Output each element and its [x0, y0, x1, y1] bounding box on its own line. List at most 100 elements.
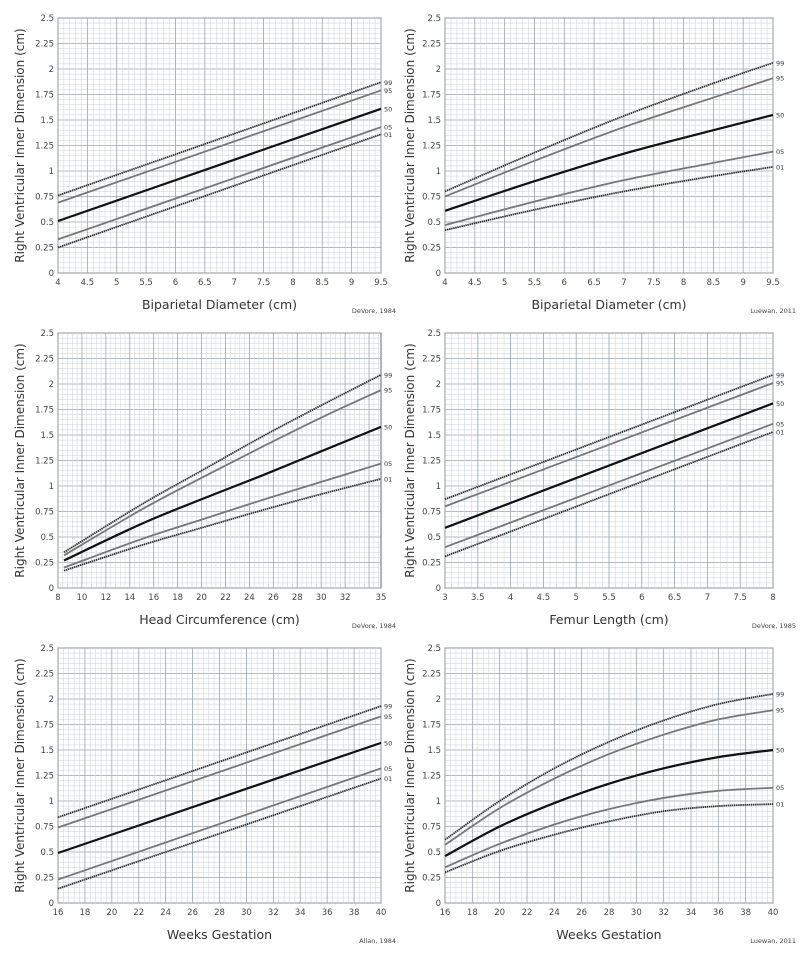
series-line-p05 — [63, 462, 382, 569]
y-tick-label: 2.25 — [35, 40, 54, 50]
y-tick-label: 0.5 — [427, 218, 441, 228]
x-tick-label: 3 — [442, 593, 447, 603]
series-label-p01: 01 — [384, 775, 392, 783]
series-label-p50: 50 — [384, 739, 392, 747]
y-tick-label: 0.5 — [40, 218, 54, 228]
x-tick-label: 8 — [55, 593, 60, 603]
y-tick-label: 0.75 — [35, 823, 54, 833]
series-label-p50: 50 — [776, 747, 784, 755]
x-tick-label: 32 — [340, 593, 351, 603]
y-tick-label: 1 — [436, 797, 441, 807]
y-tick-label: 2 — [49, 380, 54, 390]
chart-panel-fl-devore: 0 0.25 0.5 0.75 1 1.25 1.5 1.75 2 2.25 2.5 3 3.5 4 4.5… — [400, 315, 800, 633]
series-line-p99 — [57, 705, 382, 819]
y-tick-label: 0.75 — [35, 508, 54, 518]
x-tick-label: 24 — [160, 908, 171, 918]
y-tick-label: 0.5 — [427, 848, 441, 858]
x-axis-label: Weeks Gestation — [167, 927, 272, 942]
y-axis-label: Right Ventricular Inner Dimension (cm) — [403, 28, 417, 262]
x-tick-label: 5.5 — [139, 278, 153, 288]
chart-svg: 0 0.25 0.5 0.75 1 1.25 1.5 1.75 2 2.25 2.5 16 18 20 22… — [13, 644, 396, 945]
y-tick-label: 0 — [49, 899, 54, 909]
x-tick-label: 28 — [604, 908, 615, 918]
y-tick-label: 0.25 — [35, 559, 54, 569]
series-label-p95: 95 — [776, 707, 784, 715]
y-tick-label: 0 — [49, 584, 54, 594]
source-citation: Allan, 1984 — [359, 937, 396, 945]
series-line-p99 — [444, 373, 774, 501]
y-tick-label: 2.25 — [422, 355, 441, 365]
y-tick-label: 0 — [49, 269, 54, 279]
chart-panel-bpd-devore: 0 0.25 0.5 0.75 1 1.25 1.5 1.75 2 2.25 2.5 4 4.5 5 5.5… — [0, 0, 400, 318]
source-citation: Luewan, 2011 — [750, 307, 796, 315]
y-tick-label: 1.5 — [40, 431, 54, 441]
series-label-p01: 01 — [776, 801, 784, 809]
x-tick-label: 24 — [549, 908, 560, 918]
series-label-p50: 50 — [384, 105, 392, 113]
y-axis-label: Right Ventricular Inner Dimension (cm) — [403, 343, 417, 577]
series-line-p01 — [63, 477, 382, 572]
series-line-p95 — [57, 89, 382, 204]
source-citation: DeVore, 1984 — [352, 307, 396, 315]
x-tick-label: 16 — [148, 593, 159, 603]
y-tick-label: 0 — [436, 899, 441, 909]
series-label-p99: 99 — [776, 690, 784, 698]
y-tick-label: 0.5 — [40, 533, 54, 543]
x-tick-label: 9.5 — [374, 278, 388, 288]
y-tick-label: 1.5 — [427, 746, 441, 756]
y-tick-label: 1.25 — [422, 772, 441, 782]
series-line-p50 — [444, 748, 774, 858]
series-label-p01: 01 — [384, 131, 392, 139]
x-tick-label: 4.5 — [468, 278, 482, 288]
series-label-p99: 99 — [776, 59, 784, 67]
x-tick-label: 4.5 — [537, 593, 551, 603]
series-line-p99 — [444, 62, 774, 193]
series-line-p01 — [444, 803, 774, 874]
y-tick-label: 0.5 — [40, 848, 54, 858]
y-tick-label: 1.5 — [427, 116, 441, 126]
source-citation: Luewan, 2011 — [750, 937, 796, 945]
series-label-p95: 95 — [776, 379, 784, 387]
x-tick-label: 16 — [440, 908, 451, 918]
series-line-p50 — [63, 425, 382, 562]
x-tick-label: 7 — [621, 278, 626, 288]
y-tick-label: 1.75 — [422, 721, 441, 731]
x-tick-label: 4.5 — [81, 278, 95, 288]
x-tick-label: 20 — [196, 593, 207, 603]
x-tick-label: 9 — [349, 278, 354, 288]
series-line-p95 — [57, 715, 382, 829]
series-line-p05 — [444, 150, 774, 226]
x-axis-label: Weeks Gestation — [556, 927, 661, 942]
y-tick-label: 0.25 — [422, 244, 441, 254]
series-line-p99 — [57, 81, 382, 197]
y-tick-label: 1.25 — [35, 142, 54, 152]
y-tick-label: 2 — [436, 65, 441, 75]
y-tick-label: 0.25 — [422, 559, 441, 569]
x-tick-label: 9.5 — [766, 278, 780, 288]
x-tick-label: 28 — [214, 908, 225, 918]
series-line-p50 — [57, 741, 382, 855]
x-axis-label: Head Circumference (cm) — [139, 612, 300, 627]
y-tick-label: 1.5 — [427, 431, 441, 441]
series-line-p05 — [57, 767, 382, 881]
y-tick-label: 1 — [49, 482, 54, 492]
y-tick-label: 1.25 — [35, 457, 54, 467]
y-tick-label: 1.75 — [422, 91, 441, 101]
x-tick-label: 32 — [268, 908, 279, 918]
x-tick-label: 22 — [133, 908, 144, 918]
x-tick-label: 5 — [502, 278, 507, 288]
y-tick-label: 0.25 — [35, 244, 54, 254]
y-tick-label: 0 — [436, 269, 441, 279]
series-label-p99: 99 — [384, 79, 392, 87]
x-tick-label: 30 — [631, 908, 642, 918]
y-tick-label: 2.25 — [422, 670, 441, 680]
y-tick-label: 0.75 — [35, 193, 54, 203]
series-line-p95 — [444, 382, 774, 508]
y-tick-label: 1.25 — [422, 142, 441, 152]
x-tick-label: 6 — [173, 278, 178, 288]
x-tick-label: 22 — [522, 908, 533, 918]
x-tick-label: 32 — [658, 908, 669, 918]
y-axis-label: Right Ventricular Inner Dimension (cm) — [13, 658, 27, 892]
series-line-p05 — [57, 126, 382, 241]
y-tick-label: 2 — [436, 380, 441, 390]
